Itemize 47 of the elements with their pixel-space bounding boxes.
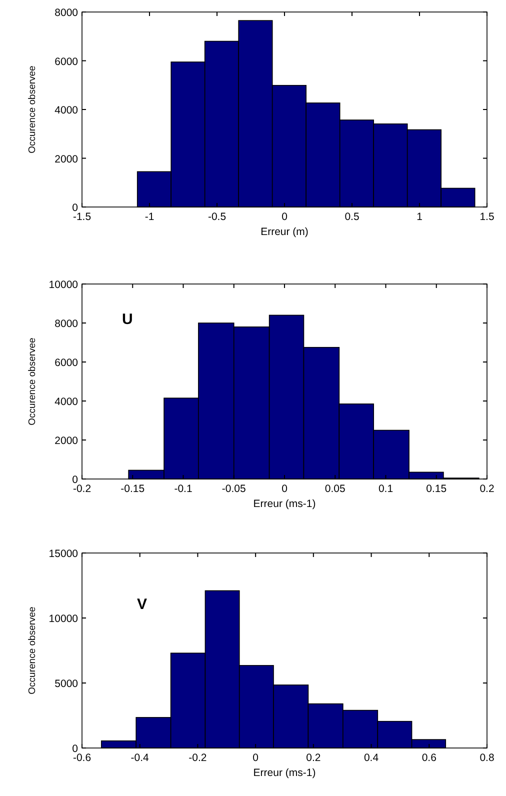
x-tick-label: 0.15 [426,483,447,495]
x-tick-label: 0 [252,752,259,764]
x-tick-label: 0.5 [344,211,360,223]
x-tick-label: -0.2 [188,752,207,764]
y-tick-label: 0 [72,474,78,486]
x-tick-label: 0.4 [364,752,379,764]
x-tick-label: 0.2 [480,483,494,495]
x-tick-label: -0.2 [72,483,92,495]
y-tick-label: 5000 [54,678,78,690]
annotation: V [137,596,148,613]
y-tick-label: 0 [72,743,78,755]
x-tick-label: 1 [416,211,423,223]
x-tick-label: -0.05 [222,483,246,495]
annotation: U [122,311,133,328]
x-axis-title: Erreur (ms-1) [253,767,316,779]
x-tick-label: 0 [282,211,288,223]
x-axis-title: Erreur (m) [260,226,308,238]
y-tick-label: 4000 [54,396,78,408]
y-axis-title: Occurence observee [27,66,38,154]
x-tick-label: 0.8 [480,752,494,764]
x-tick-label: -1 [144,211,154,223]
y-axis-title: Occurence observee [27,606,38,694]
y-tick-label: 8000 [54,318,78,330]
y-tick-label: 10000 [48,613,78,625]
y-tick-label: 6000 [54,357,78,369]
x-tick-label: -0.4 [130,752,150,764]
y-axis-title: Occurence observee [27,338,38,426]
x-tick-label: 1.5 [480,211,494,223]
x-tick-label: 0.05 [324,483,346,495]
y-tick-label: 0 [72,202,78,214]
x-tick-label: -1.5 [72,211,92,223]
x-tick-label: 0.2 [306,752,321,764]
y-tick-label: 4000 [54,104,78,116]
x-tick-label: 0.1 [378,483,394,495]
y-tick-label: 6000 [54,56,78,68]
y-tick-label: 2000 [54,153,78,166]
x-tick-label: -0.6 [72,752,92,764]
x-tick-label: -0.1 [174,483,192,495]
x-tick-label: -0.15 [120,483,145,495]
x-tick-label: 0 [282,483,288,495]
x-axis-title: Erreur (ms-1) [253,498,316,510]
y-tick-label: 10000 [48,279,78,291]
x-tick-label: -0.5 [208,211,226,223]
x-tick-label: 0.6 [422,752,437,764]
y-tick-label: 2000 [54,435,78,447]
y-tick-label: 8000 [54,7,78,19]
y-tick-label: 15000 [48,548,78,560]
